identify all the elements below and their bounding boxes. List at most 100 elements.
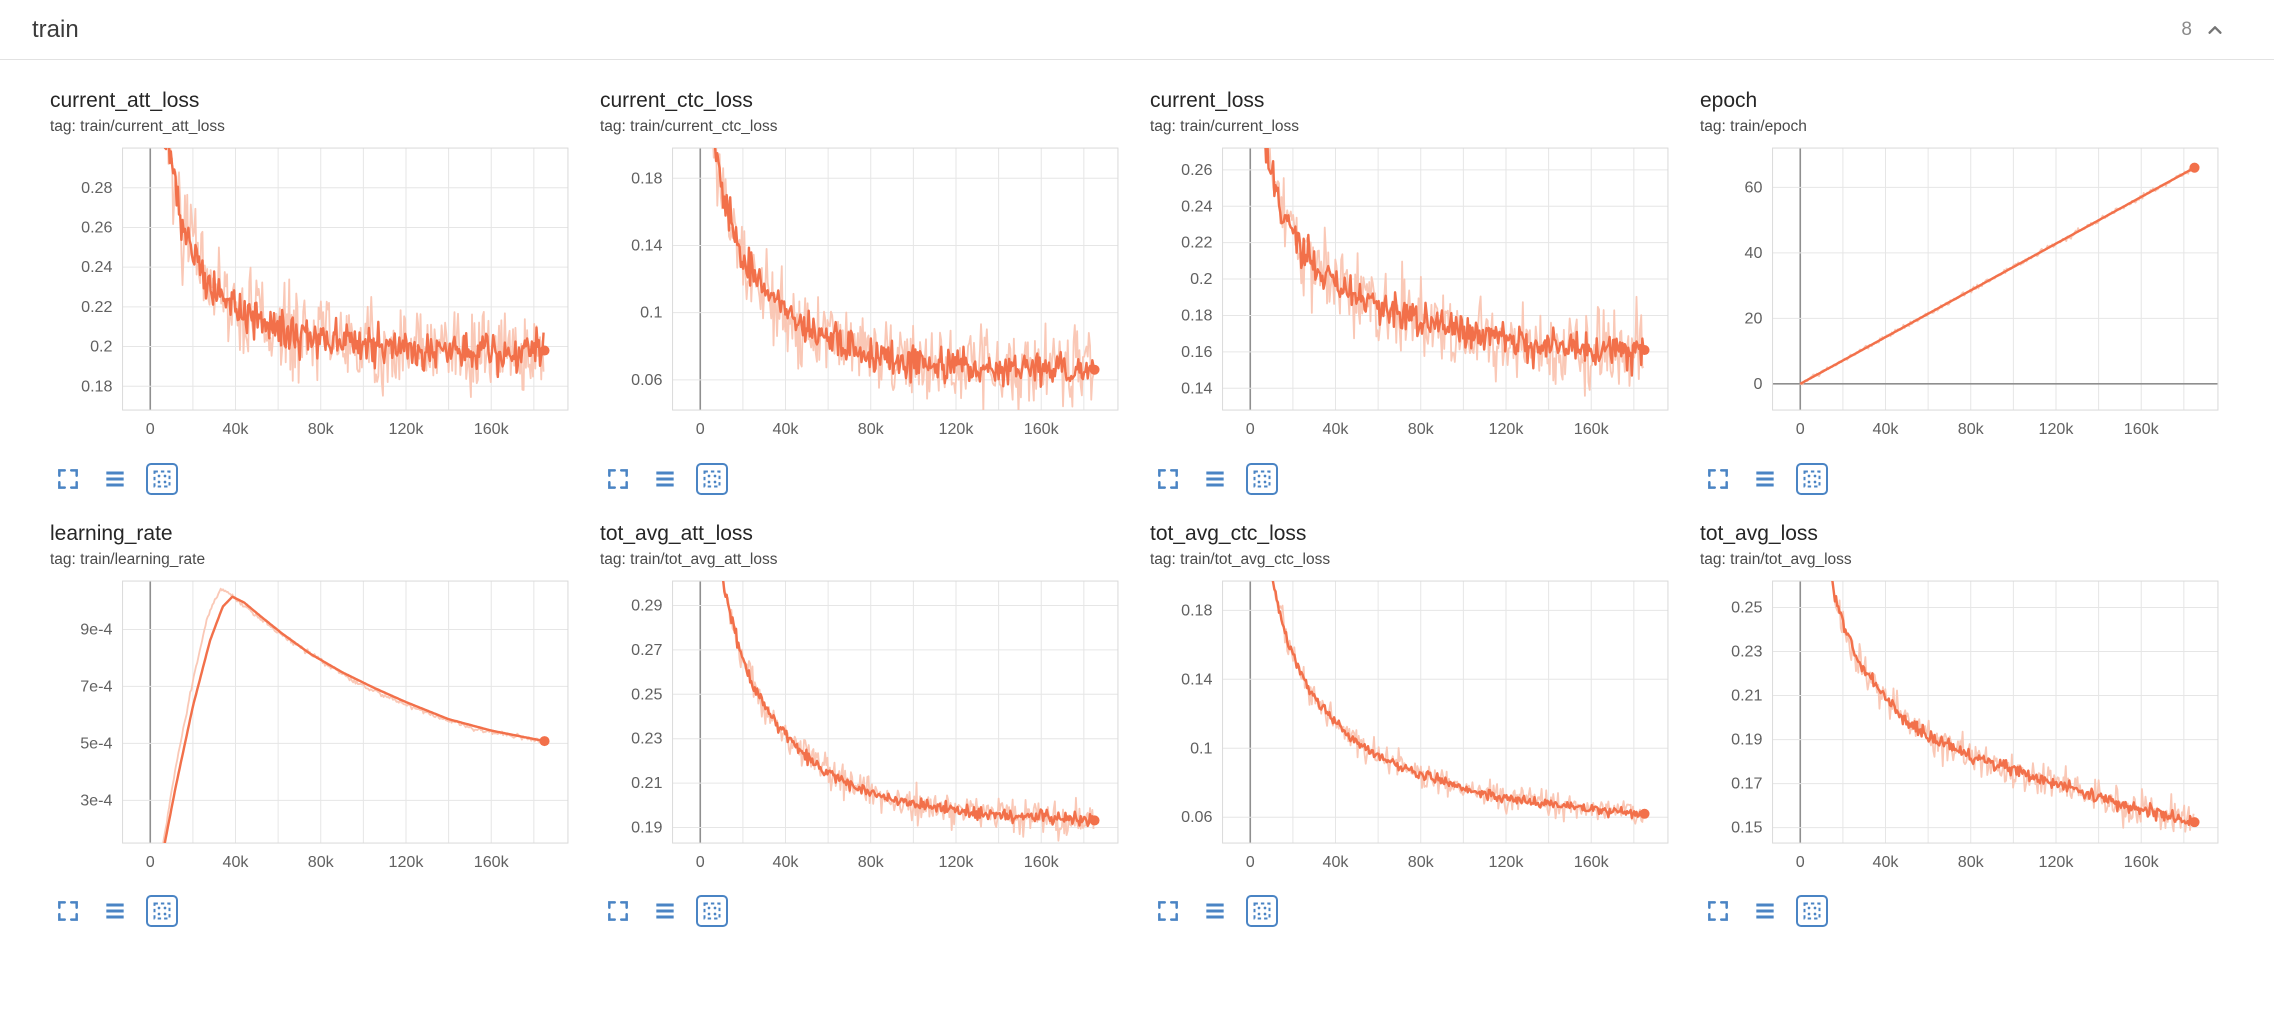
svg-text:120k: 120k — [1489, 853, 1525, 871]
svg-text:160k: 160k — [1024, 853, 1060, 871]
svg-text:40k: 40k — [1323, 420, 1350, 438]
data-table-icon[interactable] — [1199, 895, 1231, 927]
svg-text:0.24: 0.24 — [1181, 198, 1212, 216]
chart-title: tot_avg_loss — [1700, 521, 1818, 545]
svg-text:160k: 160k — [2124, 853, 2160, 871]
maximize-icon[interactable] — [1702, 895, 1734, 927]
fit-domain-icon[interactable] — [1246, 895, 1278, 928]
svg-text:160k: 160k — [474, 853, 510, 871]
svg-text:120k: 120k — [939, 420, 975, 438]
chevron-up-icon[interactable] — [2202, 17, 2228, 43]
maximize-icon[interactable] — [52, 463, 84, 495]
chart-tag: tag: train/learning_rate — [50, 550, 206, 568]
maximize-icon[interactable] — [602, 895, 634, 927]
svg-text:80k: 80k — [858, 420, 885, 438]
svg-text:0.17: 0.17 — [1731, 774, 1762, 792]
svg-text:3e-4: 3e-4 — [80, 791, 112, 809]
svg-text:40k: 40k — [1323, 853, 1350, 871]
svg-text:0.23: 0.23 — [1731, 642, 1762, 660]
svg-text:0.2: 0.2 — [1190, 270, 1212, 288]
svg-text:7e-4: 7e-4 — [80, 677, 112, 695]
svg-text:40k: 40k — [1873, 853, 1900, 871]
svg-text:0: 0 — [1754, 375, 1763, 393]
scalar-chart-card: current_ctc_loss tag: train/current_ctc_… — [600, 88, 1124, 499]
svg-text:0: 0 — [146, 420, 155, 438]
chart-toolbar — [600, 891, 1124, 931]
line-chart[interactable]: 0 40k 80k 120k 160k 0.15 0.17 0.19 0.21 0.23 0.25 — [1700, 573, 2224, 889]
svg-text:120k: 120k — [2039, 420, 2075, 438]
scalar-chart-card: epoch tag: train/epoch 0 40k 80k 120k 160k 0 2… — [1700, 88, 2224, 499]
data-table-icon[interactable] — [99, 895, 131, 927]
data-table-icon[interactable] — [1199, 463, 1231, 495]
svg-text:20: 20 — [1745, 310, 1763, 328]
chart-tag: tag: train/current_att_loss — [50, 118, 225, 136]
chart-title: tot_avg_ctc_loss — [1150, 521, 1307, 545]
svg-text:9e-4: 9e-4 — [80, 620, 112, 638]
svg-text:0.16: 0.16 — [1181, 343, 1212, 361]
chart-tag: tag: train/tot_avg_att_loss — [600, 550, 778, 568]
svg-text:0: 0 — [696, 853, 705, 871]
svg-text:40: 40 — [1745, 244, 1763, 262]
svg-text:0: 0 — [1796, 420, 1805, 438]
svg-text:120k: 120k — [939, 853, 975, 871]
chart-title: learning_rate — [50, 521, 173, 545]
chart-title: tot_avg_att_loss — [600, 521, 753, 545]
svg-text:0.14: 0.14 — [1181, 670, 1212, 688]
fit-domain-icon[interactable] — [1246, 462, 1278, 495]
svg-text:0.22: 0.22 — [81, 298, 112, 316]
fit-domain-icon[interactable] — [696, 462, 728, 495]
line-chart[interactable]: 0 40k 80k 120k 160k 3e-4 5e-4 7e-4 9e-4 — [50, 573, 574, 889]
fit-domain-icon[interactable] — [146, 462, 178, 495]
scalar-chart-card: tot_avg_loss tag: train/tot_avg_loss 0 40… — [1700, 521, 2224, 932]
svg-text:0: 0 — [1246, 420, 1255, 438]
data-table-icon[interactable] — [1749, 895, 1781, 927]
svg-text:0.1: 0.1 — [1190, 739, 1212, 757]
fit-domain-icon[interactable] — [1796, 462, 1828, 495]
chart-grid: current_att_loss tag: train/current_att_… — [0, 60, 2274, 931]
svg-text:0.18: 0.18 — [1181, 601, 1212, 619]
svg-text:5e-4: 5e-4 — [80, 734, 112, 752]
data-table-icon[interactable] — [649, 895, 681, 927]
svg-text:40k: 40k — [773, 853, 800, 871]
svg-text:40k: 40k — [1873, 420, 1900, 438]
scalar-chart-card: tot_avg_att_loss tag: train/tot_avg_att_… — [600, 521, 1124, 932]
chart-toolbar — [1150, 459, 1674, 499]
maximize-icon[interactable] — [1152, 895, 1184, 927]
svg-text:120k: 120k — [2039, 853, 2075, 871]
line-chart[interactable]: 0 40k 80k 120k 160k 0.19 0.21 0.23 0.25 0.27 0.29 — [600, 573, 1124, 889]
line-chart[interactable]: 0 40k 80k 120k 160k 0 20 40 60 — [1700, 140, 2224, 456]
svg-text:0.18: 0.18 — [631, 170, 662, 188]
line-chart[interactable]: 0 40k 80k 120k 160k 0.06 0.1 0.14 0.18 — [1150, 573, 1674, 889]
data-table-icon[interactable] — [99, 463, 131, 495]
fit-domain-icon[interactable] — [696, 895, 728, 928]
data-table-icon[interactable] — [1749, 463, 1781, 495]
line-chart[interactable]: 0 40k 80k 120k 160k 0.18 0.2 0.22 0.24 0.26 0.28 — [50, 140, 574, 456]
data-table-icon[interactable] — [649, 463, 681, 495]
svg-text:120k: 120k — [389, 853, 425, 871]
line-chart[interactable]: 0 40k 80k 120k 160k 0.14 0.16 0.18 0.2 0.22 0.24 0.… — [1150, 140, 1674, 456]
chart-tag: tag: train/epoch — [1700, 118, 1807, 136]
svg-text:0: 0 — [146, 853, 155, 871]
svg-text:0.26: 0.26 — [81, 219, 112, 237]
svg-text:0: 0 — [696, 420, 705, 438]
svg-text:60: 60 — [1745, 179, 1763, 197]
maximize-icon[interactable] — [52, 895, 84, 927]
svg-text:120k: 120k — [389, 420, 425, 438]
chart-tag: tag: train/current_loss — [1150, 118, 1300, 136]
svg-text:0: 0 — [1246, 853, 1255, 871]
fit-domain-icon[interactable] — [146, 895, 178, 928]
svg-text:160k: 160k — [1574, 853, 1610, 871]
section-title: train — [32, 15, 79, 43]
maximize-icon[interactable] — [1702, 463, 1734, 495]
fit-domain-icon[interactable] — [1796, 895, 1828, 928]
maximize-icon[interactable] — [602, 463, 634, 495]
svg-text:0.18: 0.18 — [1181, 307, 1212, 325]
svg-text:160k: 160k — [1024, 420, 1060, 438]
maximize-icon[interactable] — [1152, 463, 1184, 495]
line-chart[interactable]: 0 40k 80k 120k 160k 0.06 0.1 0.14 0.18 — [600, 140, 1124, 456]
svg-text:80k: 80k — [1958, 853, 1985, 871]
train-section-header[interactable]: train 8 — [0, 0, 2274, 60]
scalar-chart-card: current_att_loss tag: train/current_att_… — [50, 88, 574, 499]
svg-text:160k: 160k — [1574, 420, 1610, 438]
svg-text:40k: 40k — [223, 853, 250, 871]
